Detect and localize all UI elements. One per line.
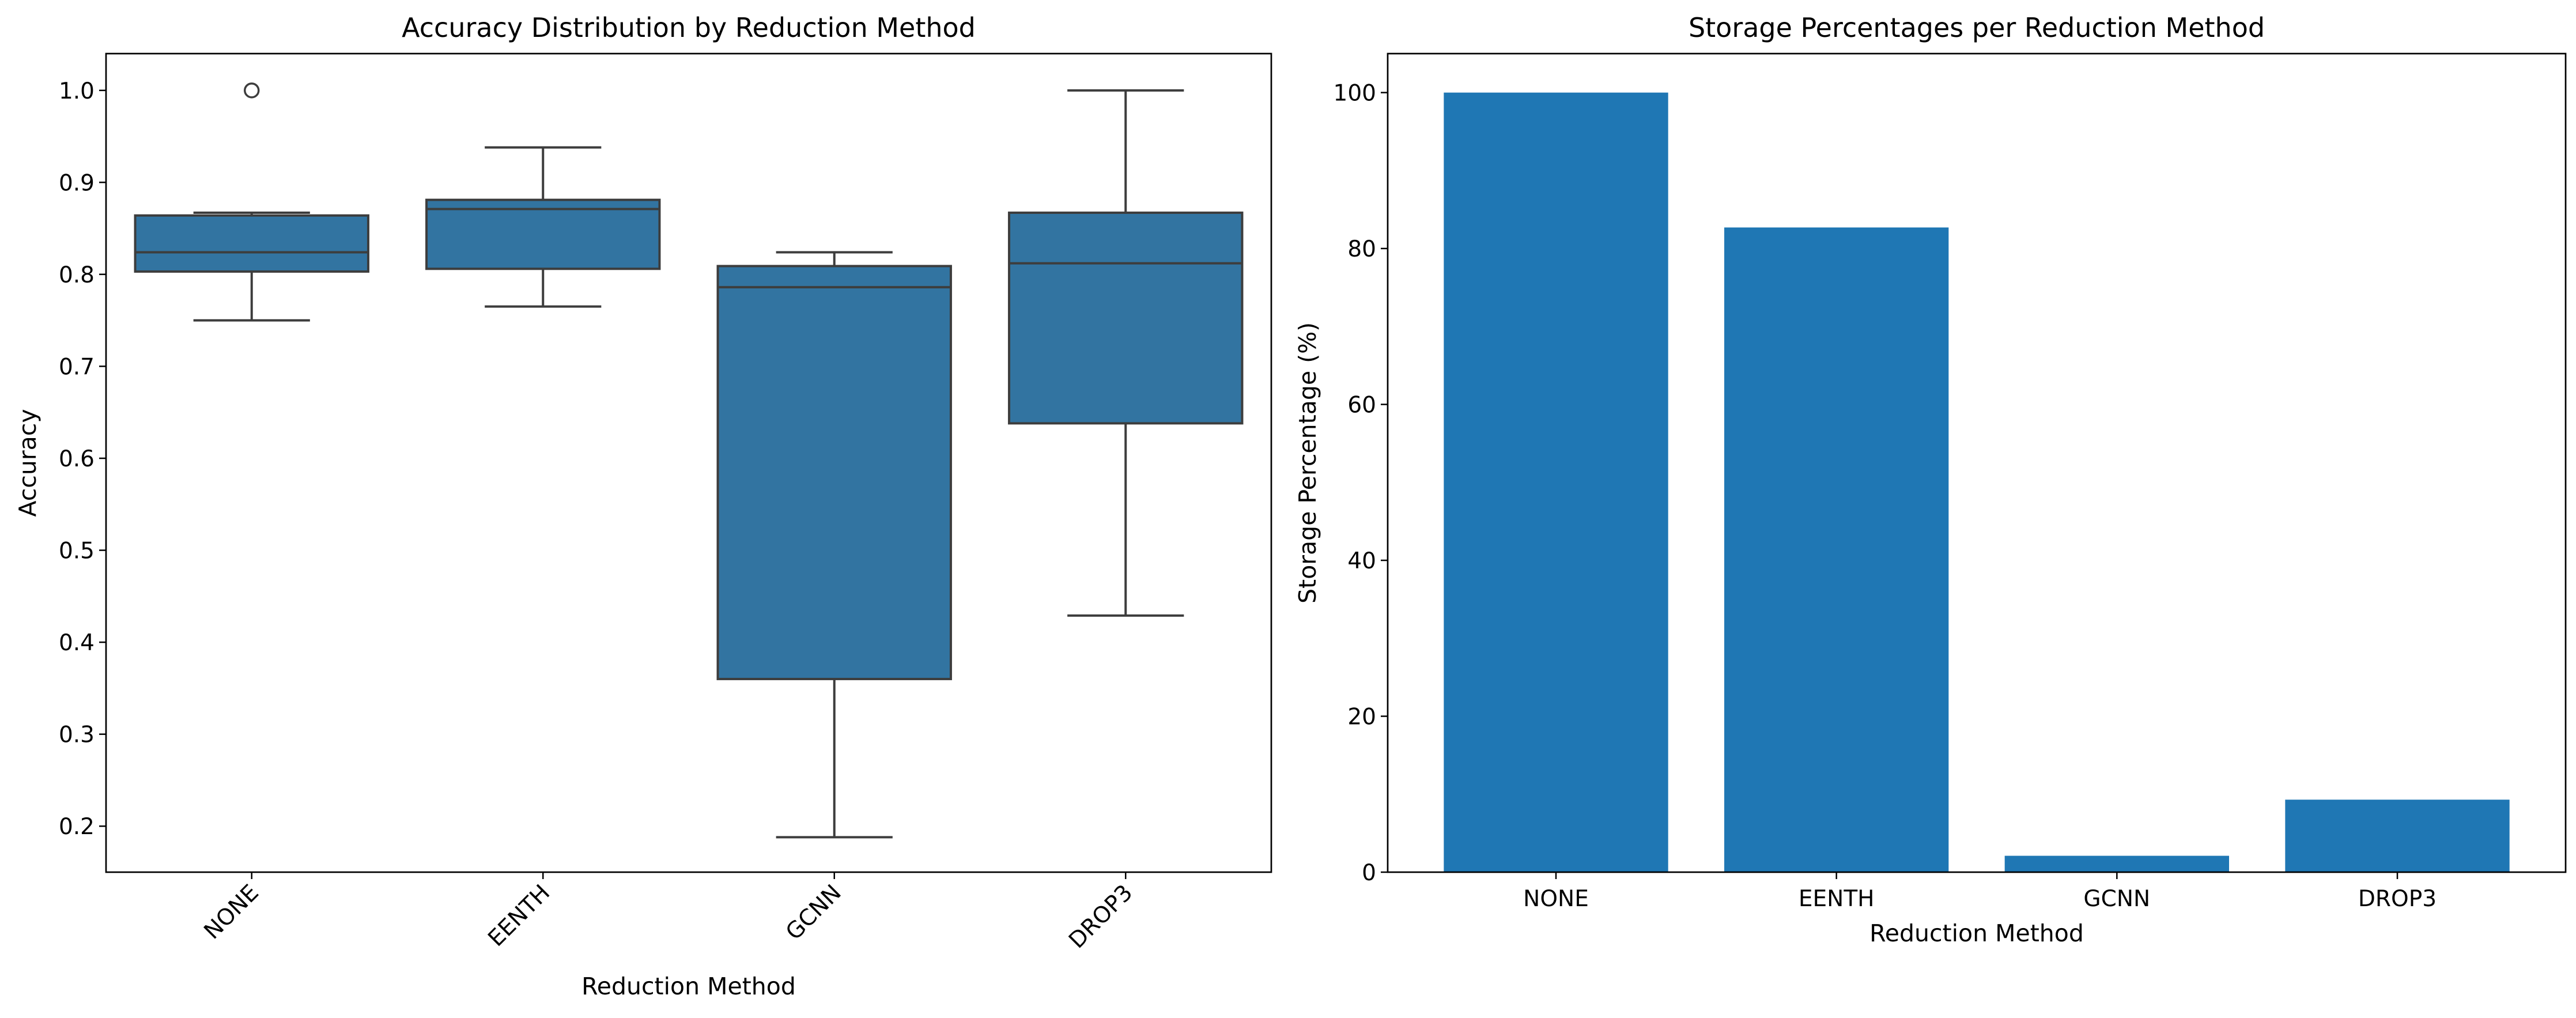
storage-x-tick-label-0: NONE [1523,886,1589,912]
accuracy-boxes [134,82,1244,839]
storage-bar-drop3 [2285,800,2510,872]
storage-x-tick-label-2: GCNN [2083,886,2150,912]
iqr-box [1008,212,1244,425]
accuracy-y-tick-label-6: 0.8 [59,262,95,288]
accuracy-box-drop3 [1008,89,1244,617]
outlier-point-0 [244,82,260,99]
storage-y-tick-label-2: 40 [1347,548,1376,574]
storage-x-tick-label-1: EENTH [1799,886,1875,912]
storage-x-axis-label: Reduction Method [1869,919,2084,947]
accuracy-y-tick-label-5: 0.7 [59,354,95,380]
iqr-box [716,265,952,680]
accuracy-y-tick-label-1: 0.3 [59,722,95,748]
storage-x-tick-label-3: DROP3 [2358,886,2437,912]
storage-chart-title: Storage Percentages per Reduction Method [1689,12,2265,43]
storage-bars [1444,92,2510,873]
storage-y-tick-label-0: 0 [1362,860,1376,886]
accuracy-y-axis-label: Accuracy [14,409,41,516]
accuracy-plot-frame [105,52,1272,873]
accuracy-y-tick-label-7: 0.9 [59,170,95,196]
accuracy-y-axis: 0.2 0.3 0.4 0.5 0.6 0.7 0.8 0.9 1.0 [59,78,106,840]
accuracy-box-gcnn [716,251,952,839]
storage-plot-frame [1387,52,2567,873]
iqr-box [134,214,369,273]
accuracy-y-tick-label-0: 0.2 [59,814,95,840]
storage-y-tick-label-4: 80 [1347,236,1376,262]
accuracy-y-tick-label-8: 1.0 [59,78,95,104]
storage-bar-none [1444,92,1668,873]
accuracy-x-axis-label: Reduction Method [581,972,796,1000]
storage-bar-gcnn [2004,855,2229,872]
storage-x-axis: NONE EENTH GCNN DROP3 [1523,872,2437,912]
accuracy-y-tick-label-3: 0.5 [59,538,95,564]
iqr-box [425,198,661,270]
accuracy-box-none [134,82,369,322]
storage-barchart-panel: Storage Percentages per Reduction Method… [1294,12,2567,947]
storage-y-axis: 0 20 40 60 80 100 [1334,81,1388,886]
accuracy-y-tick-label-2: 0.4 [59,630,95,656]
accuracy-box-eenth [425,146,661,308]
storage-bar-eenth [1724,227,1949,873]
storage-y-tick-label-1: 20 [1347,704,1376,730]
accuracy-chart-title: Accuracy Distribution by Reduction Metho… [402,12,976,43]
storage-y-tick-label-5: 100 [1334,81,1376,107]
accuracy-boxplot-panel: Accuracy Distribution by Reduction Metho… [14,12,1272,1000]
storage-y-axis-label: Storage Percentage (%) [1294,322,1321,604]
accuracy-y-tick-label-4: 0.6 [59,446,95,472]
storage-y-tick-label-3: 60 [1347,393,1376,418]
